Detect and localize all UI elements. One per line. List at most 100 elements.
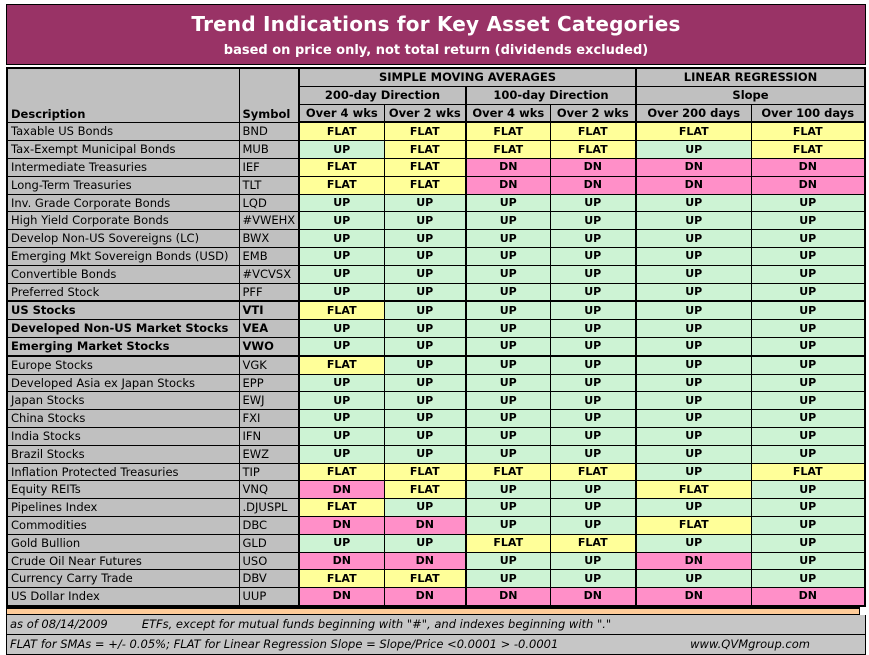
trend-cell: UP	[383, 246, 467, 266]
asset-description: Inflation Protected Treasuries	[6, 462, 240, 482]
asset-symbol: DBC	[238, 515, 300, 535]
trend-cell: UP	[750, 391, 866, 411]
trend-cell: DN	[549, 157, 637, 177]
trend-cell: UP	[635, 336, 752, 357]
table-row: Convertible Bonds #VCVSX UP UP UP UP UP UP	[6, 264, 866, 284]
separator-strip	[6, 606, 860, 615]
trend-cell: UP	[635, 282, 752, 302]
trend-cell: UP	[549, 319, 637, 338]
subgroup-header-200-day-direction: 200-day Direction	[298, 85, 467, 105]
trend-cell: UP	[635, 498, 752, 517]
trend-cell: UP	[750, 480, 866, 500]
trend-cell: UP	[298, 426, 385, 446]
trend-cell: UP	[750, 264, 866, 284]
trend-cell: DN	[549, 175, 637, 195]
trend-cell: UP	[298, 282, 385, 302]
trend-cell: UP	[549, 300, 637, 321]
trend-cell: UP	[549, 391, 637, 411]
trend-cell: UP	[635, 246, 752, 266]
table-row: Commodities DBC DN DN UP UP FLAT UP	[6, 515, 866, 535]
trend-cell: UP	[549, 246, 637, 266]
table-row: Developed Non-US Market Stocks VEA UP UP UP U…	[6, 319, 866, 338]
trend-cell: UP	[549, 264, 637, 284]
trend-cell: UP	[383, 229, 467, 248]
asset-description: Europe Stocks	[6, 355, 240, 375]
trend-cell: UP	[383, 355, 467, 375]
asset-description: Gold Bullion	[6, 533, 240, 553]
trend-cell: UP	[750, 498, 866, 517]
trend-cell: FLAT	[383, 480, 467, 500]
trend-cell: UP	[750, 444, 866, 464]
trend-cell: UP	[750, 336, 866, 357]
trend-cell: UP	[465, 211, 551, 231]
asset-symbol: TIP	[238, 462, 300, 482]
asset-description: Commodities	[6, 515, 240, 535]
asset-description: Crude Oil Near Futures	[6, 551, 240, 571]
table-row: China Stocks FXI UP UP UP UP UP UP	[6, 409, 866, 428]
trend-cell: UP	[750, 246, 866, 266]
footer-note-row-2: FLAT for SMAs = +/- 0.05%; FLAT for Line…	[6, 634, 866, 655]
trend-cell: FLAT	[635, 480, 752, 500]
trend-cell: UP	[383, 444, 467, 464]
trend-cell: UP	[635, 391, 752, 411]
title-banner: Trend Indications for Key Asset Categori…	[6, 4, 866, 65]
trend-cell: UP	[635, 264, 752, 284]
asset-description: Long-Term Treasuries	[6, 175, 240, 195]
trend-cell: FLAT	[383, 140, 467, 159]
trend-cell: UP	[635, 444, 752, 464]
col-header-sma200-over-4-wks: Over 4 wks	[298, 103, 385, 124]
trend-cell: FLAT	[635, 121, 752, 142]
table-row: US Stocks VTI FLAT UP UP UP UP UP	[6, 300, 866, 321]
trend-cell: UP	[298, 264, 385, 284]
group-header-simple-moving-averages: SIMPLE MOVING AVERAGES	[298, 67, 637, 87]
trend-cell: UP	[635, 211, 752, 231]
asset-description: Developed Non-US Market Stocks	[6, 319, 240, 338]
trend-cell: UP	[549, 336, 637, 357]
trend-cell: UP	[465, 444, 551, 464]
trend-cell: DN	[635, 551, 752, 571]
trend-cell: DN	[635, 157, 752, 177]
trend-cell: UP	[298, 193, 385, 213]
table-row: Taxable US Bonds BND FLAT FLAT FLAT FLAT FLAT F…	[6, 121, 866, 142]
asset-symbol: BWX	[238, 229, 300, 248]
trend-cell: UP	[635, 319, 752, 338]
trend-cell: DN	[383, 515, 467, 535]
col-header-lr-over-200-days: Over 200 days	[635, 103, 752, 124]
trend-cell: FLAT	[465, 140, 551, 159]
table-row: Brazil Stocks EWZ UP UP UP UP UP UP	[6, 444, 866, 464]
trend-cell: UP	[383, 336, 467, 357]
trend-cell: FLAT	[750, 140, 866, 159]
trend-cell: UP	[750, 229, 866, 248]
asset-symbol: VTI	[238, 300, 300, 321]
table-row: US Dollar Index UUP DN DN DN DN DN DN	[6, 587, 866, 607]
asset-symbol: BND	[238, 121, 300, 142]
trend-cell: UP	[750, 282, 866, 302]
asset-description: Brazil Stocks	[6, 444, 240, 464]
asset-description: Pipelines Index	[6, 498, 240, 517]
asset-description: Taxable US Bonds	[6, 121, 240, 142]
trend-cell: UP	[465, 373, 551, 393]
flat-definition-note: FLAT for SMAs = +/- 0.05%; FLAT for Line…	[10, 637, 559, 652]
asset-description: Japan Stocks	[6, 391, 240, 411]
table-row: Inflation Protected Treasuries TIP FLAT FLA…	[6, 462, 866, 482]
trend-table-body: Taxable US Bonds BND FLAT FLAT FLAT FLAT FLAT F…	[6, 121, 866, 607]
trend-cell: UP	[298, 373, 385, 393]
trend-table: Description Symbol SIMPLE MOVING AVERAGE…	[6, 67, 866, 607]
asset-symbol: EPP	[238, 373, 300, 393]
trend-cell: UP	[465, 282, 551, 302]
trend-cell: FLAT	[298, 121, 385, 142]
trend-cell: FLAT	[383, 175, 467, 195]
trend-cell: UP	[549, 355, 637, 375]
trend-cell: UP	[635, 409, 752, 428]
asset-description: US Stocks	[6, 300, 240, 321]
trend-cell: FLAT	[750, 121, 866, 142]
website-link[interactable]: www.QVMgroup.com	[690, 637, 810, 652]
trend-cell: UP	[750, 409, 866, 428]
trend-cell: UP	[635, 193, 752, 213]
trend-cell: UP	[465, 515, 551, 535]
table-row: Develop Non-US Sovereigns (LC) BWX UP UP UP U…	[6, 229, 866, 248]
trend-cell: DN	[298, 587, 385, 607]
trend-cell: UP	[750, 569, 866, 589]
table-row: Preferred Stock PFF UP UP UP UP UP UP	[6, 282, 866, 302]
trend-cell: UP	[383, 319, 467, 338]
